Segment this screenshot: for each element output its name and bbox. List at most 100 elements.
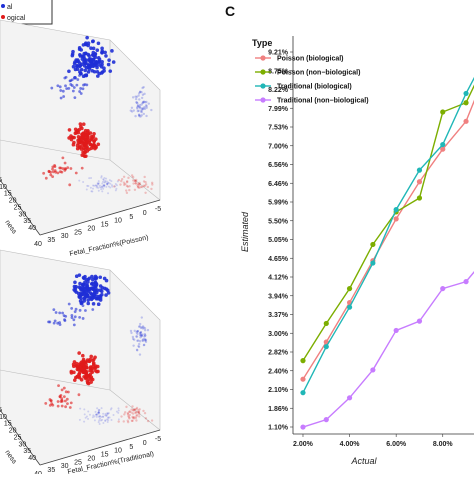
scatter-point bbox=[94, 184, 97, 187]
scatter-point bbox=[143, 92, 146, 96]
scatter-point bbox=[139, 110, 143, 113]
x-tick-label: 20 bbox=[87, 455, 95, 462]
series-point bbox=[416, 179, 423, 185]
scatter-point bbox=[140, 107, 144, 110]
y-tick-label: 3.37% bbox=[268, 312, 289, 319]
scatter-point bbox=[72, 284, 77, 289]
scatter-point bbox=[107, 192, 110, 195]
scatter-point bbox=[133, 329, 136, 333]
scatter-point bbox=[61, 311, 65, 315]
scatter-point bbox=[50, 86, 54, 90]
depth-tick-label: 20 bbox=[9, 198, 17, 205]
scatter-point bbox=[138, 183, 141, 186]
scatter-point bbox=[51, 167, 54, 171]
scatter-point bbox=[130, 174, 134, 177]
scatter-point bbox=[60, 170, 64, 174]
scatter-point bbox=[134, 179, 137, 182]
scatter-point bbox=[98, 419, 101, 422]
scatter-point bbox=[108, 69, 113, 73]
scatter-point bbox=[100, 175, 103, 178]
scatter-point bbox=[136, 102, 139, 105]
box-bottom-axis-x bbox=[39, 429, 161, 466]
scatter-point bbox=[105, 182, 108, 185]
series-point bbox=[463, 100, 469, 106]
scatter-point bbox=[97, 411, 100, 414]
scatter-point bbox=[66, 402, 69, 406]
scatter-point bbox=[98, 409, 101, 412]
scatter-point bbox=[81, 131, 86, 135]
scatter-point bbox=[108, 179, 111, 182]
scatter-point bbox=[77, 273, 82, 277]
scatter-point bbox=[81, 275, 86, 280]
scatter-point bbox=[139, 322, 142, 326]
scatter-point bbox=[136, 330, 139, 333]
y-tick-label: 4.65% bbox=[268, 256, 289, 263]
scatter-point bbox=[127, 414, 130, 418]
scatter-point bbox=[103, 50, 107, 55]
scatter-point bbox=[70, 316, 74, 319]
scatter-point bbox=[110, 419, 113, 422]
series-point bbox=[416, 167, 423, 173]
scatter-point bbox=[90, 176, 93, 179]
left-legend-item-1: al bbox=[7, 4, 13, 11]
legend-entry: Poisson (non−biological) bbox=[277, 70, 360, 77]
scatter-point bbox=[142, 326, 145, 329]
top-x-axis-label: Fetal_Fraction%(Poisson) bbox=[69, 234, 149, 258]
scatter-point bbox=[56, 171, 60, 175]
scatter-point bbox=[99, 289, 104, 294]
scatter-point bbox=[137, 92, 141, 95]
x-tick-label: 25 bbox=[74, 229, 82, 236]
scatter-point bbox=[96, 302, 101, 306]
scatter-point bbox=[58, 85, 62, 89]
scatter-point bbox=[58, 166, 62, 170]
scatter-point bbox=[130, 408, 133, 411]
scatter-point bbox=[114, 189, 117, 192]
scatter-point bbox=[61, 89, 65, 93]
scatter-point bbox=[103, 185, 106, 188]
scatter-point bbox=[104, 54, 108, 58]
scatter-point bbox=[95, 415, 98, 418]
scatter-point bbox=[139, 185, 142, 189]
scatter-point bbox=[47, 170, 51, 173]
depth-tick-label: 35 bbox=[23, 448, 31, 455]
series-point bbox=[370, 241, 376, 248]
x-tick-label: 0 bbox=[143, 440, 147, 447]
scatter-point bbox=[138, 105, 141, 109]
scatter-point bbox=[87, 377, 91, 382]
scatter-point bbox=[83, 42, 88, 47]
scatter-point bbox=[141, 185, 144, 189]
scatter-point bbox=[57, 384, 60, 388]
scatter-point bbox=[95, 184, 98, 187]
scatter-point bbox=[136, 104, 140, 107]
scatter-point bbox=[78, 122, 83, 126]
scatter-point bbox=[150, 419, 154, 422]
scatter-point bbox=[73, 131, 78, 136]
scatter-point bbox=[125, 184, 129, 188]
scatter-point bbox=[143, 175, 146, 179]
scatter-point bbox=[102, 178, 105, 181]
depth-tick-label: 35 bbox=[23, 218, 31, 225]
scatter-point bbox=[135, 413, 139, 417]
scatter-point bbox=[95, 69, 100, 74]
scatter-point bbox=[122, 181, 126, 184]
scatter-point bbox=[60, 397, 64, 400]
box-bottom-axis-depth bbox=[0, 409, 41, 466]
y-tick-label: 2.40% bbox=[268, 368, 289, 375]
scatter-point bbox=[106, 183, 109, 186]
scatter-point bbox=[122, 420, 125, 423]
scatter-point bbox=[96, 41, 101, 46]
scatter-point bbox=[141, 333, 144, 336]
scatter-point bbox=[143, 327, 147, 330]
scatter-point bbox=[96, 185, 99, 188]
scatter-point bbox=[79, 87, 83, 90]
scatter-point bbox=[64, 405, 68, 409]
scatter-point bbox=[125, 191, 129, 195]
scatter-point bbox=[68, 79, 72, 83]
x-tick-label: 4.00% bbox=[340, 441, 361, 448]
scatter-point bbox=[87, 185, 90, 188]
scatter-point bbox=[52, 308, 56, 312]
scatter-point bbox=[106, 62, 111, 67]
scatter-point bbox=[95, 48, 100, 53]
series-point bbox=[463, 279, 469, 285]
scatter-point bbox=[92, 357, 96, 362]
